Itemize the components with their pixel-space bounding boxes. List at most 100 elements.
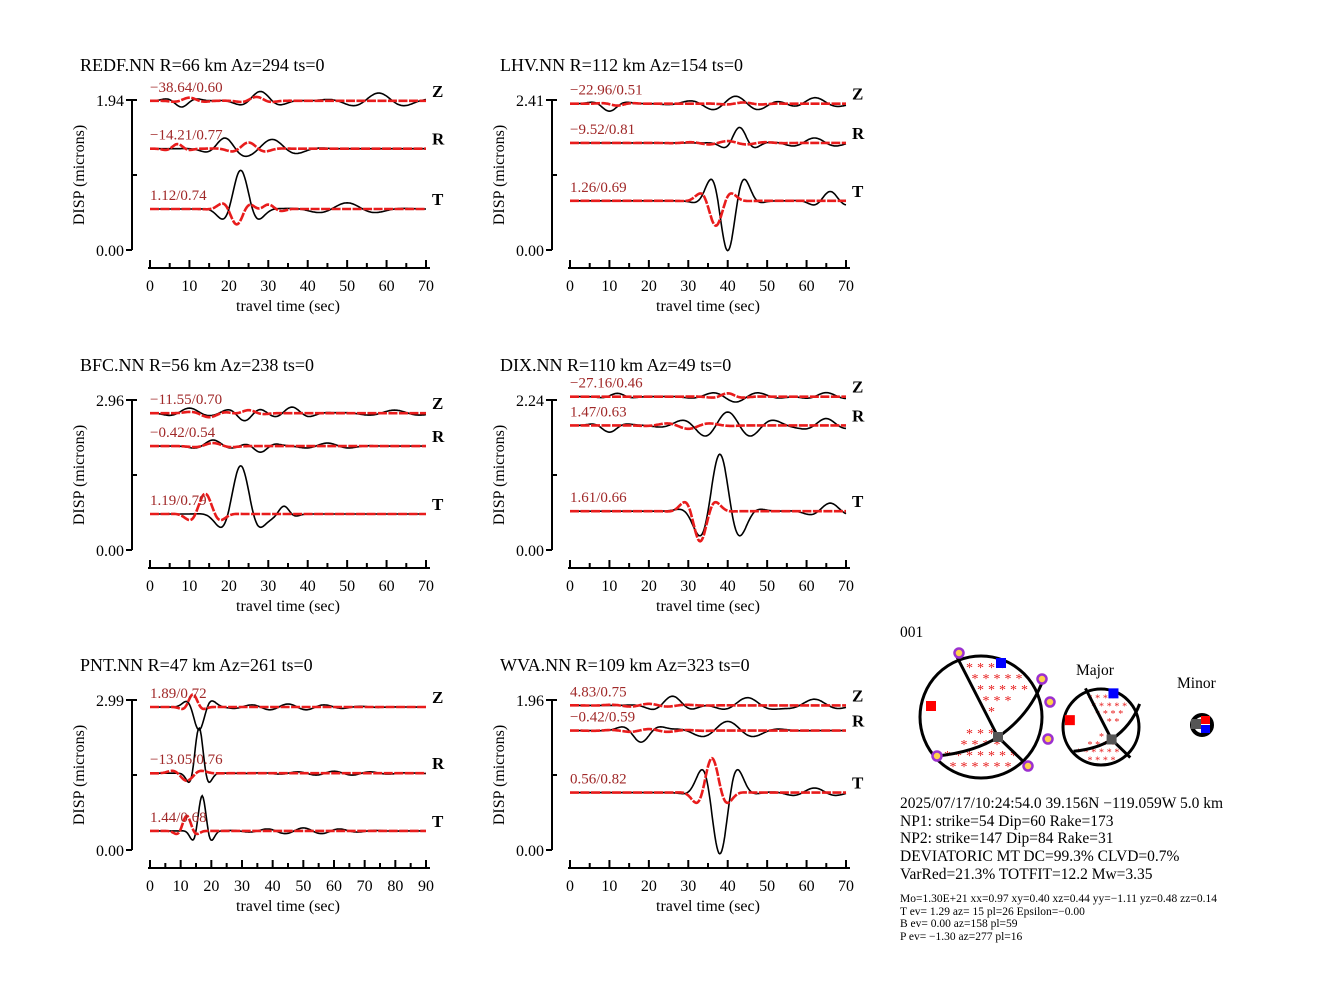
x-tick-label: 60: [799, 578, 815, 595]
y-tick-label: 1.94: [96, 93, 124, 110]
x-tick-label: 30: [680, 278, 696, 295]
compression-marker: *: [1087, 755, 1092, 766]
trace-fit-label: −38.64/0.60: [150, 80, 223, 96]
x-tick-label: 40: [300, 278, 316, 295]
synthetic-trace: [570, 139, 846, 146]
p-axis-line: P ev= −1.30 az=277 pl=16: [900, 931, 1023, 943]
component-label: R: [852, 712, 865, 731]
b-axis-marker: [993, 732, 1003, 742]
x-tick-label: 50: [759, 878, 775, 895]
compression-marker: *: [1076, 748, 1081, 759]
compression-marker: *: [1111, 709, 1116, 720]
np2-line: NP2: strike=147 Dip=84 Rake=31: [900, 830, 1114, 847]
panel-title: LHV.NN R=112 km Az=154 ts=0: [500, 55, 743, 75]
compression-marker: *: [966, 749, 973, 764]
component-label: T: [852, 182, 864, 201]
trace-fit-label: −14.21/0.77: [150, 128, 223, 144]
panel-title: BFC.NN R=56 km Az=238 ts=0: [80, 355, 314, 375]
trace-fit-label: 1.12/0.74: [150, 188, 207, 204]
b-axis-marker: [1191, 719, 1201, 729]
synthetic-trace: [150, 492, 426, 522]
observed-trace: [570, 411, 847, 437]
station-marker: [953, 647, 965, 659]
compression-marker: *: [1016, 672, 1023, 687]
x-axis-label: travel time (sec): [236, 898, 340, 915]
major-dc-beachball: * * * ** * * * ** * * ** *** * * ** * * * * ** * * *: [1061, 687, 1142, 767]
y-axis-label: DISP (microns): [491, 125, 508, 225]
y-tick-label: 1.96: [516, 693, 544, 710]
x-tick-label: 70: [838, 878, 854, 895]
compression-marker: *: [972, 738, 979, 753]
nodal-plane-1: [1084, 687, 1113, 741]
x-tick-label: 0: [566, 878, 574, 895]
synthetic-trace: [150, 202, 426, 226]
compression-marker: *: [994, 672, 1001, 687]
compression-marker: *: [1087, 740, 1092, 751]
compression-marker: *: [1005, 760, 1012, 775]
compression-marker: *: [994, 694, 1001, 709]
compression-marker: *: [1114, 701, 1119, 712]
waveform-panel: LHV.NN R=112 km Az=154 ts=0 2.41 0.00 DISP …: [491, 55, 865, 315]
synthetic-trace: [570, 702, 846, 708]
deviatoric-line: DEVIATORIC MT DC=99.3% CLVD=0.7%: [900, 848, 1180, 865]
b-axis-line: B ev= 0.00 az=158 pl=59: [900, 918, 1018, 930]
synthetic-trace: [570, 500, 846, 543]
compression-marker: *: [988, 661, 995, 676]
x-axis-label: travel time (sec): [656, 598, 760, 615]
focal-mechanism-beachball: * * * ** * * * ** * * * ** * *** * ** * * ** * * * * * ** * * * * *: [918, 647, 1056, 780]
compression-marker: *: [983, 672, 990, 687]
x-tick-label: 20: [641, 878, 657, 895]
synthetic-trace: [570, 192, 846, 228]
trace-fit-label: 1.61/0.66: [570, 490, 627, 506]
compression-marker: *: [1005, 694, 1012, 709]
y-axis-label: DISP (microns): [71, 125, 88, 225]
minor-label: Minor: [1177, 675, 1217, 692]
event-id-label: 001: [900, 624, 923, 641]
x-tick-label: 50: [339, 278, 355, 295]
compression-marker: *: [1084, 748, 1089, 759]
compression-marker: *: [983, 760, 990, 775]
compression-marker: *: [1099, 748, 1104, 759]
compression-marker: *: [1114, 748, 1119, 759]
compression-marker: *: [1111, 694, 1116, 705]
y-tick-label: 0.00: [96, 543, 124, 560]
p-axis-marker: [926, 701, 936, 711]
compression-marker: *: [1118, 709, 1123, 720]
x-tick-label: 50: [759, 578, 775, 595]
compression-marker: *: [1010, 683, 1017, 698]
nodal-plane-1: [954, 654, 1000, 738]
x-tick-label: 30: [680, 578, 696, 595]
compression-marker: *: [1107, 717, 1112, 728]
trace-fit-label: −11.55/0.70: [150, 392, 222, 408]
p-axis-marker: [1201, 716, 1210, 724]
component-label: R: [852, 124, 865, 143]
y-axis-label: DISP (microns): [491, 425, 508, 525]
t-axis-marker: [1201, 725, 1210, 733]
x-tick-label: 0: [146, 578, 154, 595]
compression-marker: *: [1099, 732, 1104, 743]
p-axis-marker: [1064, 715, 1075, 726]
compression-marker: *: [955, 749, 962, 764]
x-tick-label: 0: [146, 878, 154, 895]
station-marker: [1022, 760, 1034, 772]
component-label: Z: [852, 686, 863, 705]
x-tick-label: 40: [265, 878, 281, 895]
compression-marker: *: [988, 683, 995, 698]
x-tick-label: 90: [418, 878, 434, 895]
compression-marker: *: [944, 749, 951, 764]
x-axis-label: travel time (sec): [236, 298, 340, 315]
t-axis-line: T ev= 1.29 az= 15 pl=26 Epsilon=−0.00: [900, 906, 1085, 918]
synthetic-trace: [150, 814, 426, 836]
x-tick-label: 70: [418, 578, 434, 595]
y-axis-label: DISP (microns): [491, 725, 508, 825]
x-tick-label: 10: [173, 878, 189, 895]
component-label: R: [432, 754, 445, 773]
compression-marker: *: [961, 760, 968, 775]
x-tick-label: 20: [221, 278, 237, 295]
x-tick-label: 40: [720, 278, 736, 295]
compression-marker: *: [983, 738, 990, 753]
compression-marker: *: [1107, 701, 1112, 712]
x-tick-label: 30: [234, 878, 250, 895]
x-tick-label: 20: [641, 578, 657, 595]
trace-fit-label: −9.52/0.81: [570, 122, 635, 138]
